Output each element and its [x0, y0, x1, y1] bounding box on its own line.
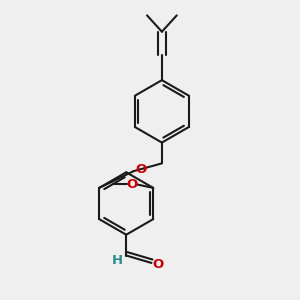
Text: O: O: [135, 163, 147, 176]
Text: O: O: [126, 178, 137, 191]
Text: O: O: [152, 258, 164, 271]
Text: H: H: [112, 254, 123, 267]
